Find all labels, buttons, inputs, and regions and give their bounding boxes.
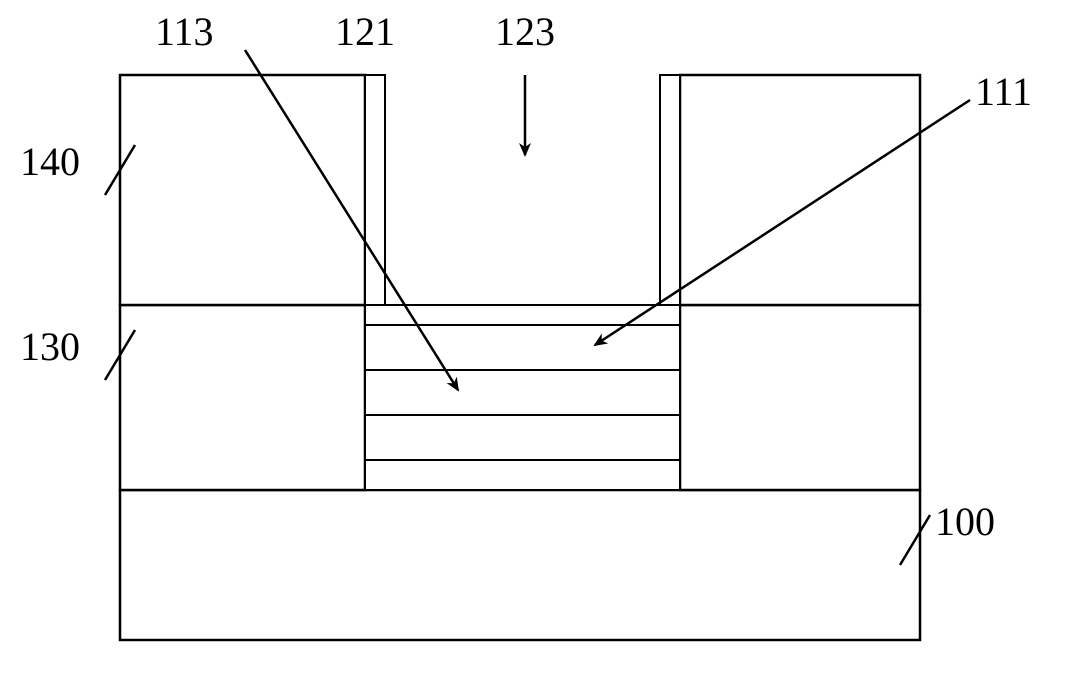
substrate-100: [120, 490, 920, 640]
top-left-140: [120, 75, 365, 305]
mid-left-130: [120, 305, 365, 490]
center-stack: [365, 325, 680, 490]
label-123: 123: [495, 9, 555, 54]
label-100: 100: [935, 499, 995, 544]
label-113: 113: [155, 9, 214, 54]
label-111: 111: [975, 69, 1032, 114]
mid-right-130: [680, 305, 920, 490]
thin-strip-right-121: [660, 75, 680, 305]
label-121: 121: [335, 9, 395, 54]
label-140: 140: [20, 139, 80, 184]
top-right-140: [680, 75, 920, 305]
label-130: 130: [20, 324, 80, 369]
